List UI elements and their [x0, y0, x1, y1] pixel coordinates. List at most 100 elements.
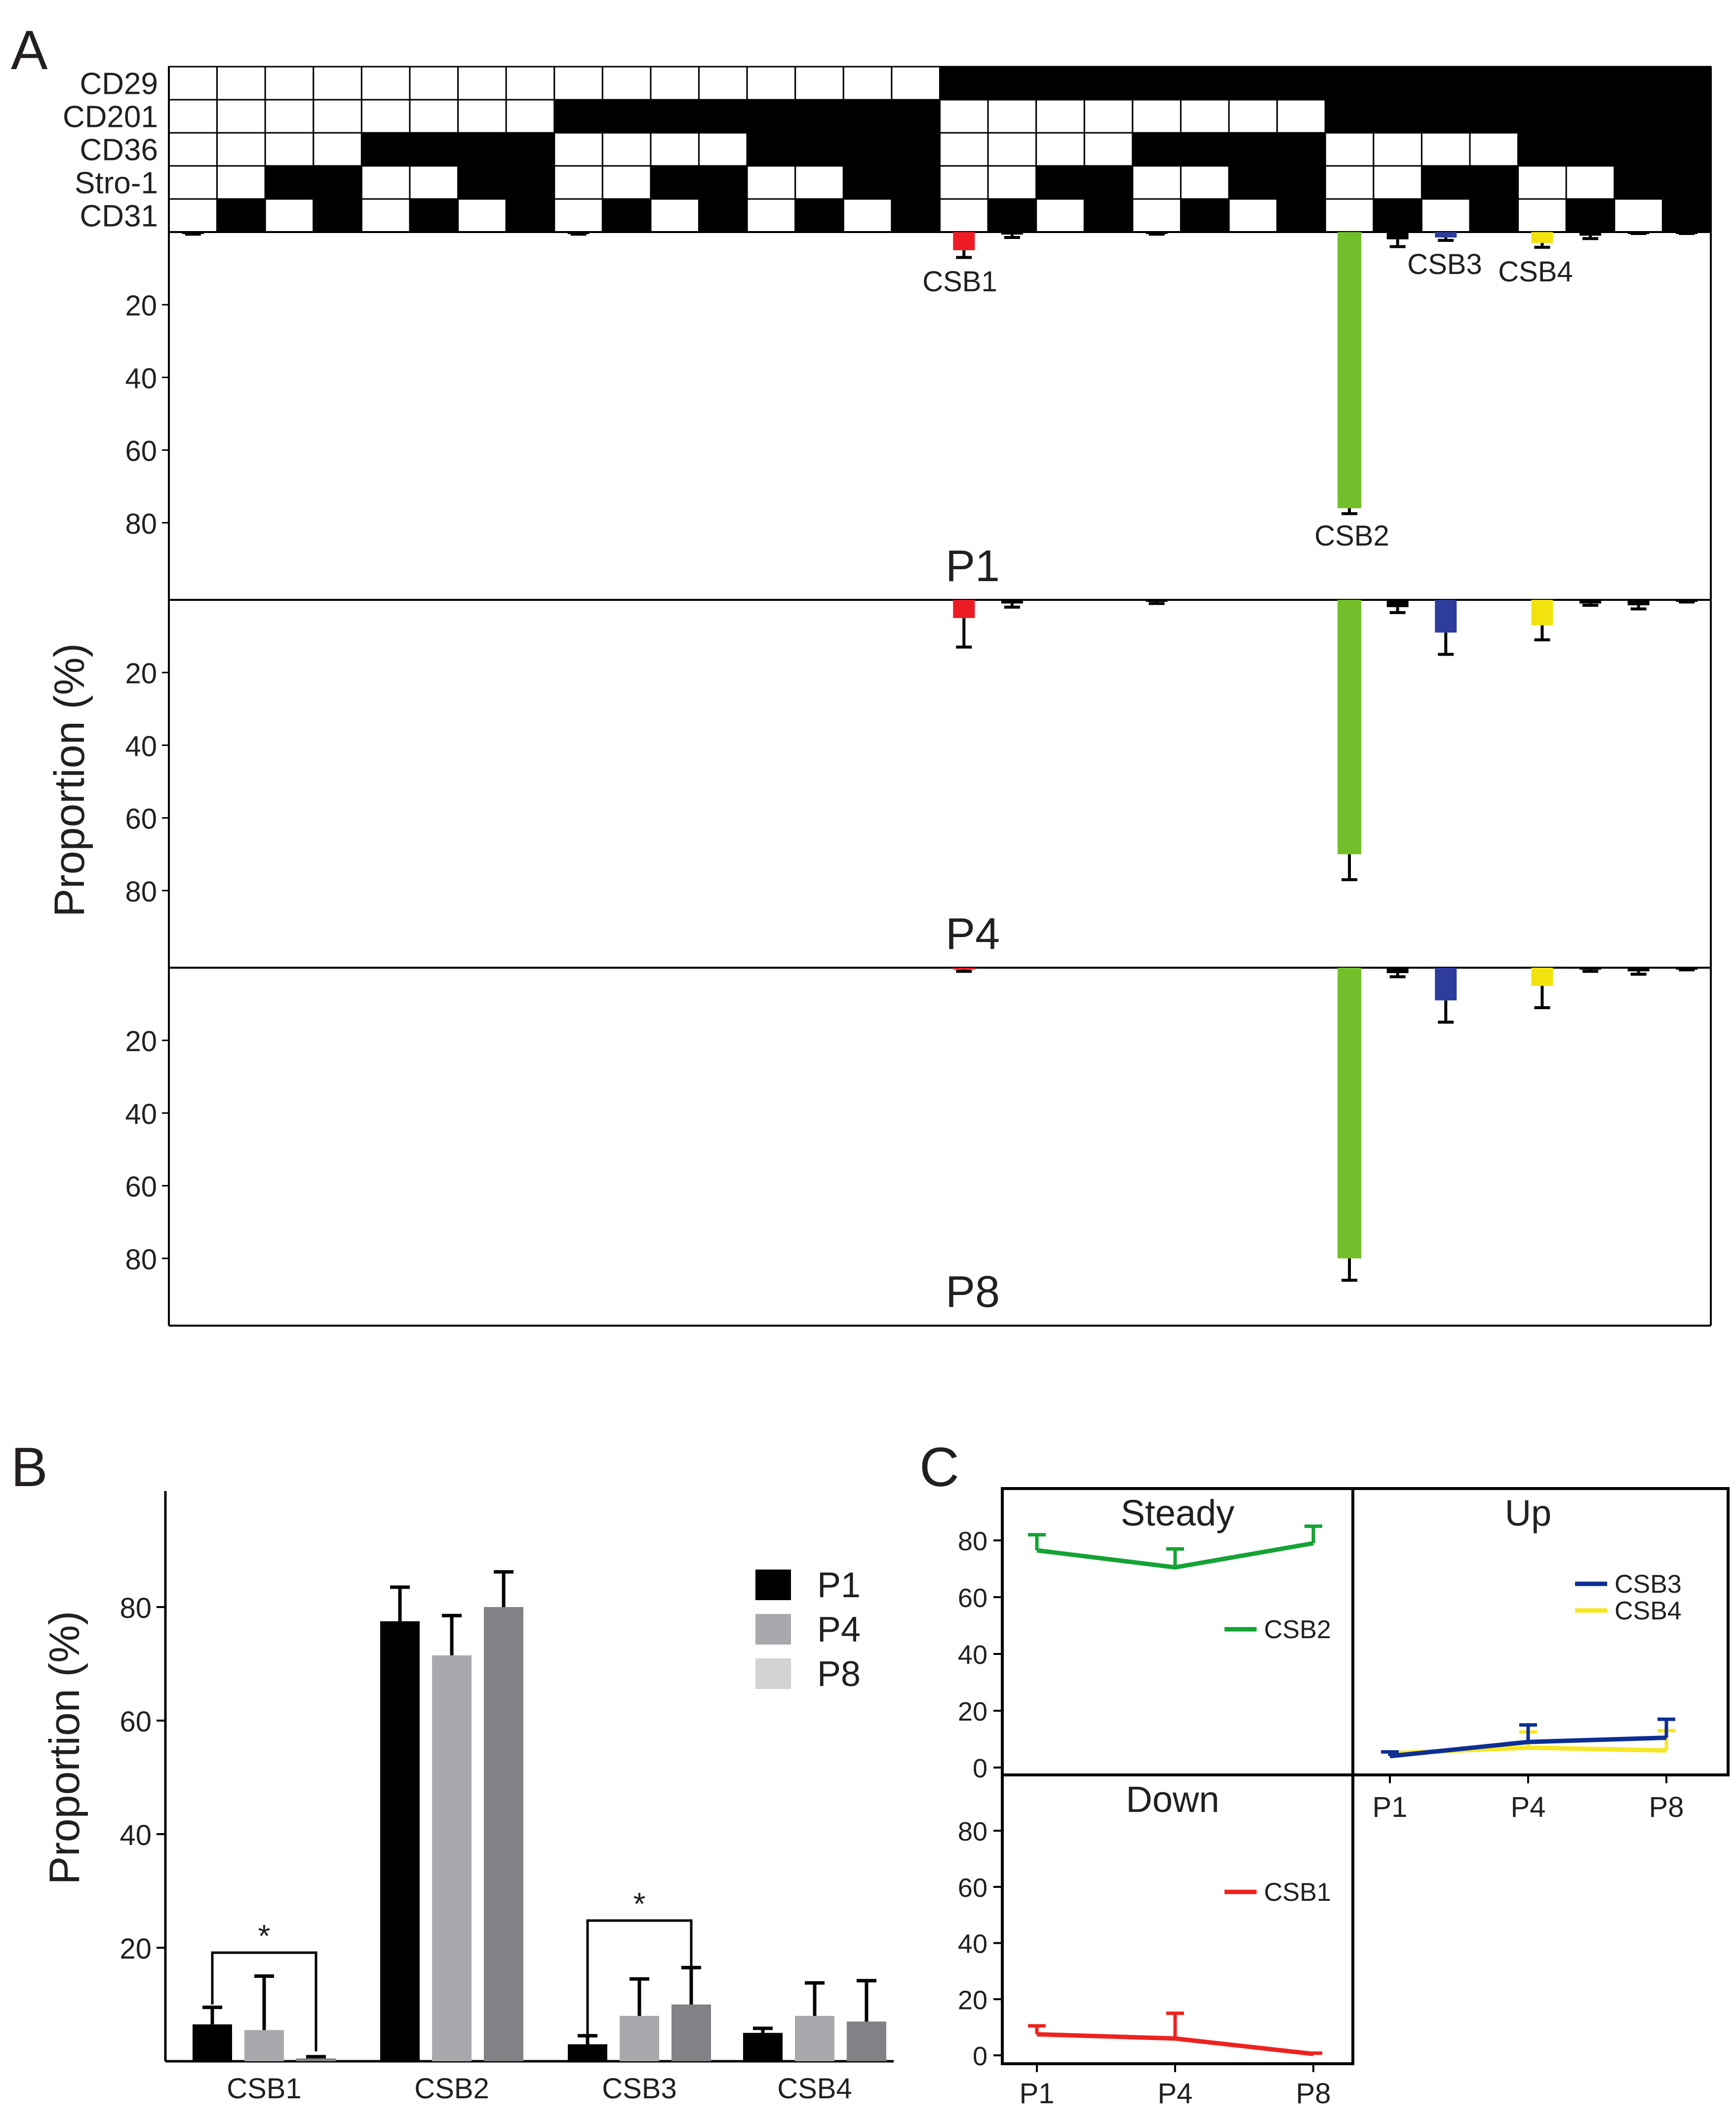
marker-cell [1228, 165, 1278, 200]
bar-p8-col-17 [953, 968, 975, 970]
b-legend-label-p8: P8 [817, 1654, 861, 1694]
marker-cell [264, 165, 315, 200]
marker-cell [698, 66, 748, 101]
b-bar-csb1-p8 [296, 2058, 336, 2061]
marker-cell [1132, 165, 1182, 200]
marker-cell [601, 198, 652, 233]
c-legend-label-csb3: CSB3 [1615, 1570, 1682, 1599]
marker-label-cd201: CD201 [63, 100, 158, 134]
bar-p4-col-17 [953, 600, 975, 618]
marker-cell [1420, 165, 1471, 200]
c-title-steady: Steady [1121, 1493, 1234, 1533]
marker-cell [1228, 132, 1278, 167]
y-tick-label: 20 [125, 1025, 157, 1058]
b-bar-csb3-p1 [568, 2044, 607, 2061]
marker-cell [216, 198, 266, 233]
marker-cell [360, 99, 411, 134]
marker-cell [1083, 99, 1134, 134]
marker-cell [1035, 66, 1085, 101]
marker-cell [1661, 132, 1712, 167]
marker-cell [1276, 66, 1326, 101]
b-significance-bracket [586, 1919, 693, 2046]
marker-cell [505, 99, 555, 134]
b-bar-csb4-p1 [743, 2033, 783, 2061]
panel-a-ylabel: Proportion (%) [46, 643, 93, 917]
c-x-tick-label: P8 [1649, 1791, 1684, 1823]
marker-cell [891, 165, 941, 200]
marker-cell [746, 165, 796, 200]
marker-cell [216, 132, 266, 167]
marker-cell [264, 99, 315, 134]
marker-cell [987, 198, 1037, 233]
b-significance-bracket [211, 1951, 317, 2051]
marker-label-cd29: CD29 [79, 67, 158, 101]
c-x-tick-label: P8 [1296, 2078, 1331, 2110]
marker-cell [939, 99, 989, 134]
b-legend-swatch-p1 [755, 1570, 791, 1600]
marker-cell [1517, 132, 1567, 167]
bar-p4-col-31 [1627, 600, 1650, 606]
b-significance-star: * [258, 1918, 271, 1954]
marker-cell [1517, 198, 1567, 233]
c-y-tick-label: 80 [958, 1527, 987, 1556]
y-tick-label: 20 [125, 658, 157, 690]
bar-p4-col-18 [1001, 600, 1023, 604]
c-y-tick-label: 80 [958, 1817, 987, 1847]
marker-cell [457, 99, 507, 134]
c-x-tick-label: P4 [1158, 2078, 1193, 2110]
c-title-down: Down [1126, 1779, 1219, 1820]
y-tick-label: 40 [125, 362, 157, 394]
bar-p1-col-29 [1531, 232, 1553, 243]
marker-cell [216, 99, 266, 134]
panel-b-ylabel: Proportion (%) [41, 1611, 88, 1885]
bar-p1-col-25 [1338, 232, 1362, 509]
b-x-label-csb3: CSB3 [602, 2073, 677, 2105]
c-y-tick-label: 0 [973, 2042, 987, 2071]
marker-cell [1083, 66, 1134, 101]
marker-cell [1228, 66, 1278, 101]
highlight-label-csb4: CSB4 [1498, 256, 1573, 288]
marker-cell [553, 132, 603, 167]
y-tick-label: 60 [125, 435, 157, 468]
marker-cell [264, 132, 315, 167]
marker-cell [601, 165, 652, 200]
marker-cell [360, 198, 411, 233]
b-legend-label-p1: P1 [817, 1566, 861, 1605]
marker-cell [168, 198, 218, 233]
marker-cell [842, 132, 893, 167]
marker-cell [1035, 165, 1085, 200]
marker-cell [1324, 99, 1375, 134]
marker-cell [891, 132, 941, 167]
marker-cell [842, 99, 893, 134]
marker-cell [1565, 198, 1616, 233]
marker-cell [505, 132, 555, 167]
marker-cell [746, 132, 796, 167]
c-y-tick-label: 40 [958, 1640, 987, 1670]
marker-cell [1469, 165, 1519, 200]
marker-cell [553, 99, 603, 134]
c-legend-label-csb2: CSB2 [1264, 1615, 1331, 1644]
bar-p4-col-21 [1145, 600, 1168, 602]
bar-p4-col-29 [1531, 600, 1553, 626]
marker-cell [313, 132, 362, 167]
b-bar-csb1-p1 [193, 2024, 232, 2061]
marker-cell [1276, 165, 1326, 200]
marker-cell [409, 132, 459, 167]
marker-cell [168, 165, 218, 200]
y-tick-label: 80 [125, 876, 157, 908]
marker-cell [1469, 66, 1519, 101]
marker-cell [1373, 66, 1422, 101]
marker-cell [1661, 165, 1712, 200]
marker-cell [601, 66, 652, 101]
marker-cell [457, 66, 507, 101]
marker-cell [1324, 132, 1375, 167]
marker-cell [1661, 198, 1712, 233]
bar-p8-col-30 [1579, 968, 1602, 970]
marker-cell [794, 66, 844, 101]
b-bar-csb3-p8 [671, 2004, 711, 2061]
b-y-tick-label: 40 [119, 1819, 152, 1851]
marker-cell [1132, 66, 1182, 101]
marker-cell [1420, 99, 1471, 134]
bar-p8-col-29 [1531, 968, 1553, 986]
